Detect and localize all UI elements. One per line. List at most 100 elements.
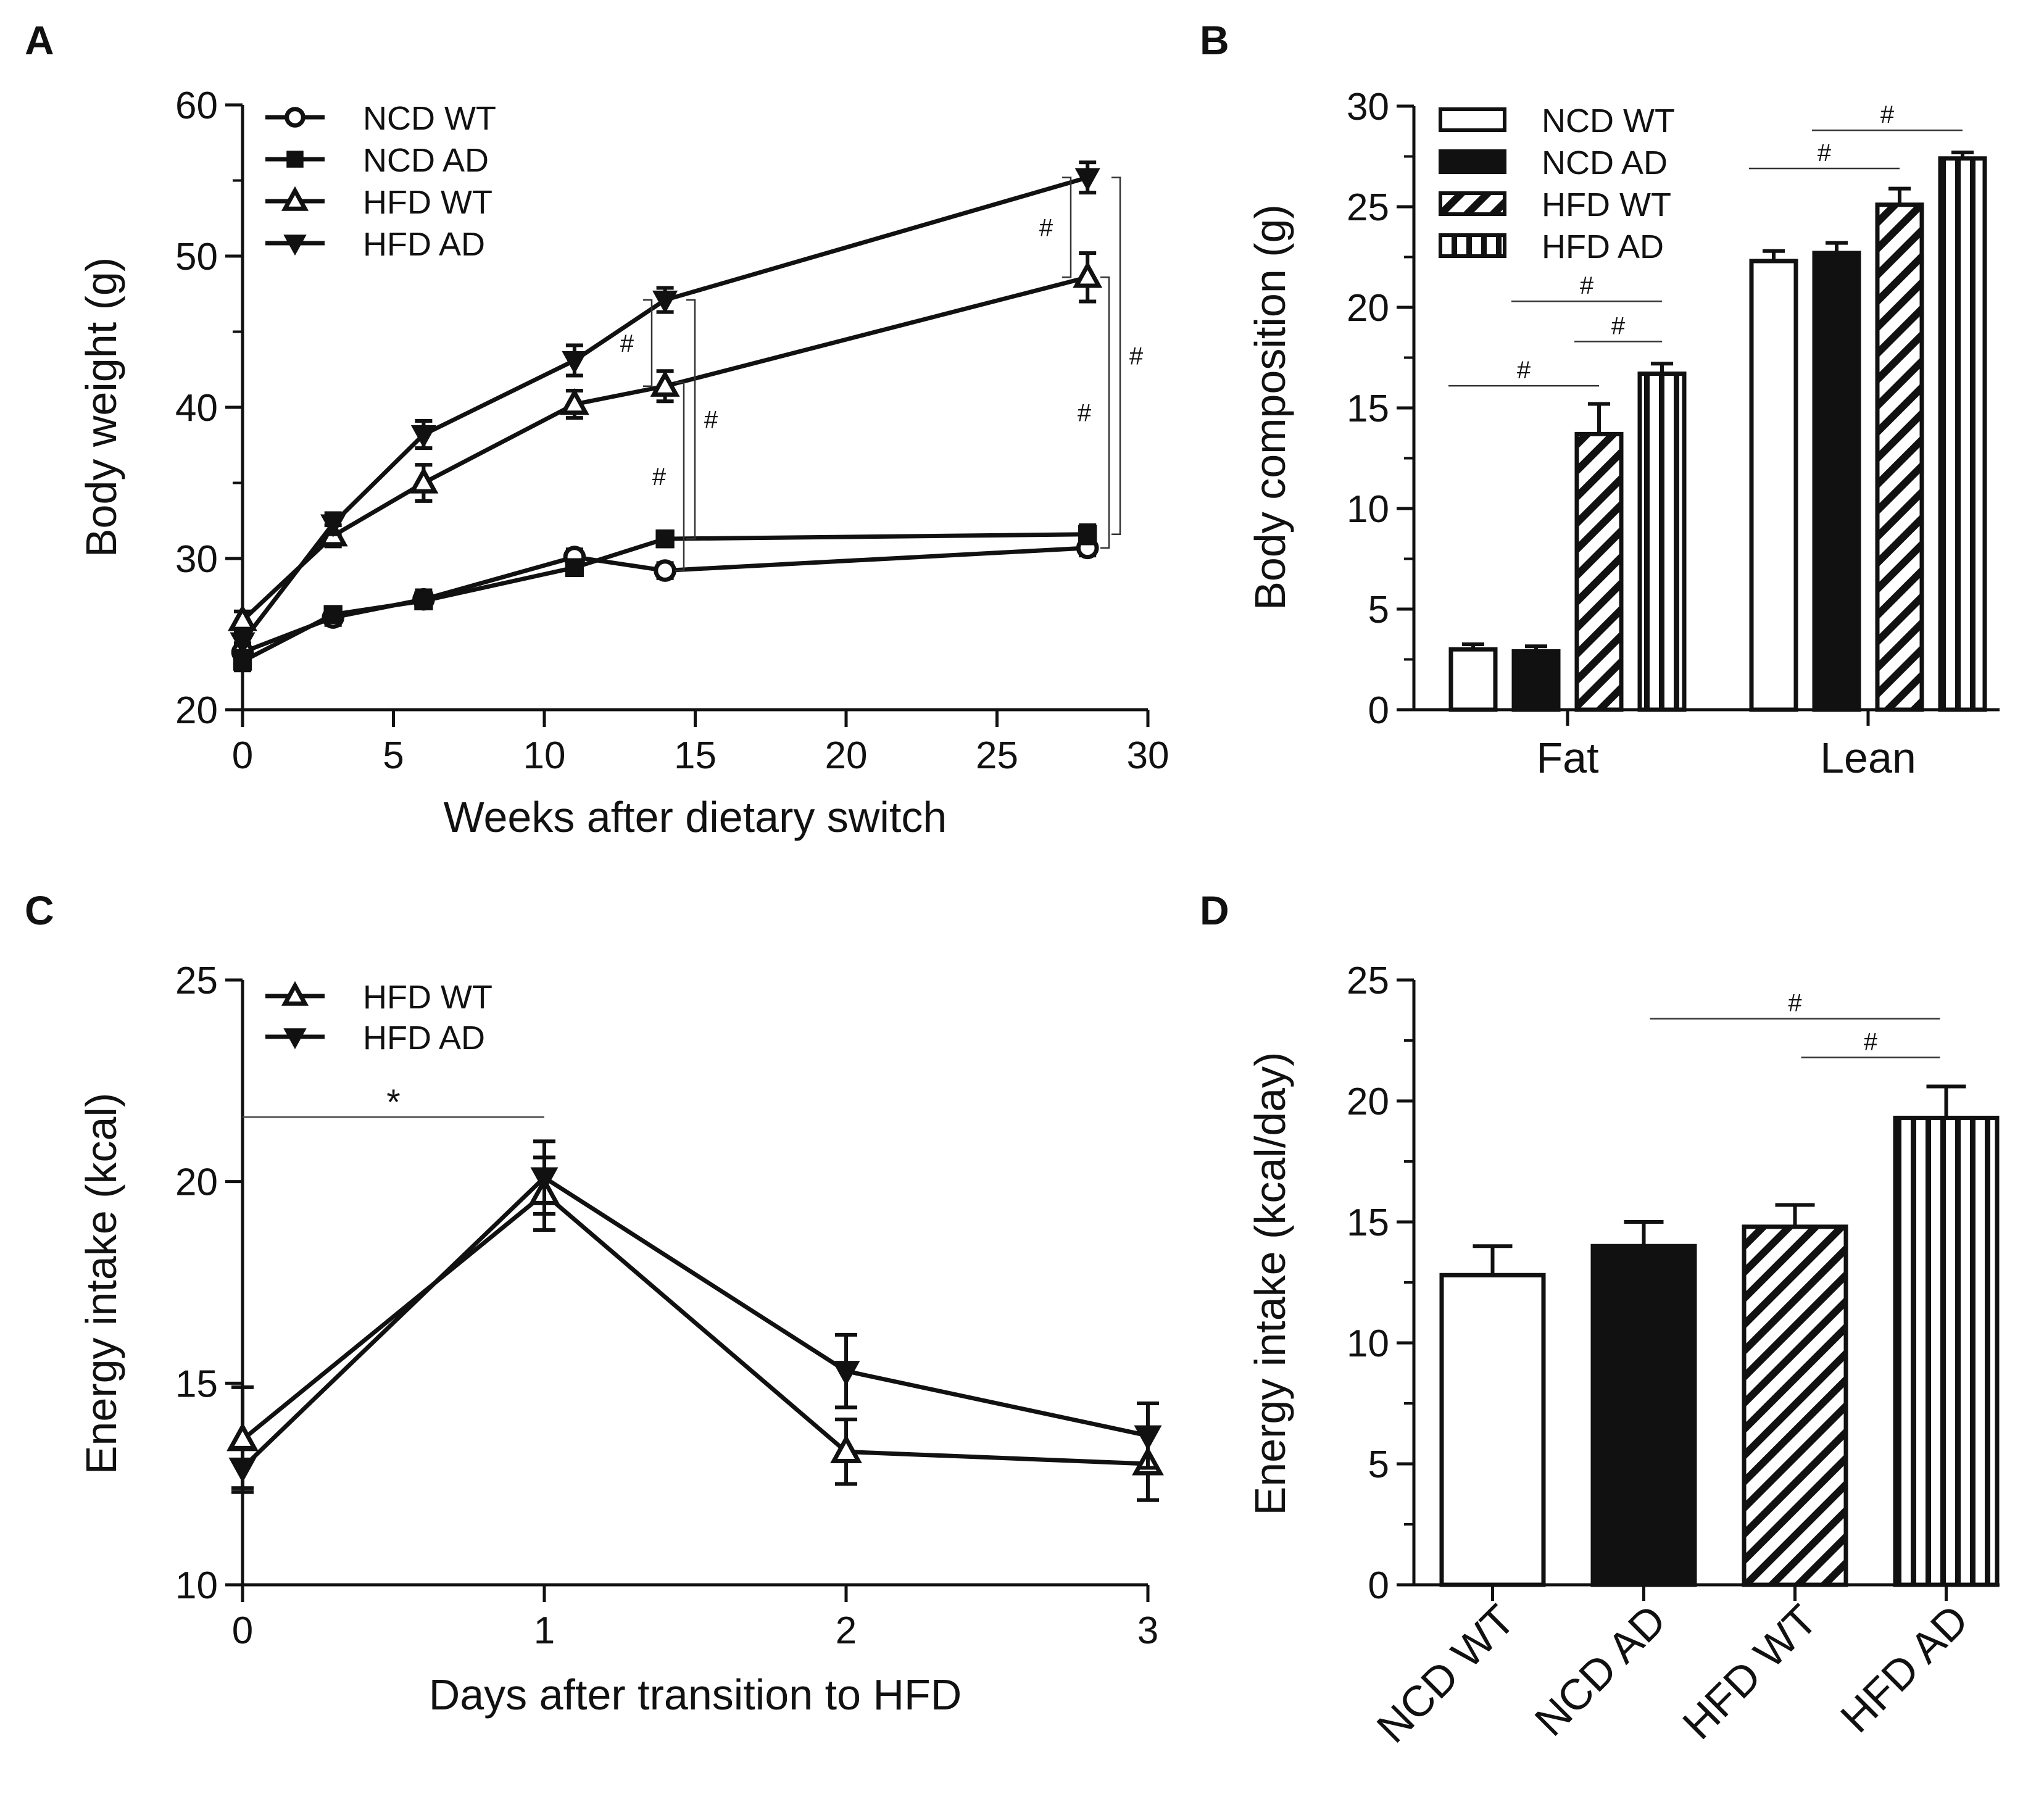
legend-swatch xyxy=(1439,191,1506,216)
x-tick-label: 0 xyxy=(232,1609,253,1652)
y-tick-label: 30 xyxy=(175,538,218,581)
significance-label: # xyxy=(652,463,667,491)
bar-fat-hfd-ad xyxy=(1637,362,1687,712)
panel-b: B 0 5 10 15 20 25 30 Body composition (g) Fat Lea… xyxy=(1200,17,2000,782)
significance-label: # xyxy=(704,407,718,434)
legend-marker xyxy=(281,981,309,1006)
bar xyxy=(1875,202,1924,712)
significance-label: # xyxy=(1788,990,1802,1017)
series-ncd-ad xyxy=(233,523,1097,673)
y-tick-label: 25 xyxy=(1347,960,1389,1002)
y-tick-label: 15 xyxy=(1347,1202,1389,1244)
series-hfd-ad xyxy=(230,160,1100,655)
series-line xyxy=(241,175,1089,643)
bar-fat-ncd-wt xyxy=(1448,642,1498,712)
bar-lean-hfd-ad xyxy=(1938,150,1987,712)
significance-bracket xyxy=(686,299,696,540)
data-point xyxy=(320,514,346,538)
series-hfd-wt xyxy=(226,1155,1164,1502)
x-tick-label: 30 xyxy=(1127,734,1169,777)
bar-fat-ncd-ad xyxy=(1511,644,1561,712)
series-hfd-wt xyxy=(228,251,1103,632)
panel-c-plot: 10 15 20 25 0 1 2 3 Days after transition to HFD… xyxy=(77,960,1164,1719)
panel-c: C 10 15 20 25 0 1 2 3 Days after transition to H… xyxy=(25,887,1164,1719)
legend-label: HFD AD xyxy=(363,226,485,263)
x-tick-label: 3 xyxy=(1137,1609,1158,1652)
y-tick-label: 25 xyxy=(1347,186,1389,229)
x-category-label: HFD WT xyxy=(1674,1595,1827,1748)
y-tick-label: 50 xyxy=(175,236,218,278)
legend-label: HFD AD xyxy=(363,1020,485,1057)
x-tick-label: 5 xyxy=(383,734,404,777)
panel-b-plot: 0 5 10 15 20 25 30 Body composition (g) Fat Lean N… xyxy=(1246,86,2000,782)
significance-label: * xyxy=(386,1082,401,1123)
series-line xyxy=(241,1191,1149,1466)
x-category-label: HFD AD xyxy=(1831,1595,1977,1742)
bar-fat-hfd-wt xyxy=(1574,402,1624,712)
bar xyxy=(1742,1224,1848,1587)
significance-label: # xyxy=(1611,312,1626,339)
legend-marker xyxy=(285,107,305,128)
data-point xyxy=(228,1457,257,1483)
y-tick-label: 0 xyxy=(1368,689,1389,732)
panel-d-plot: 0 5 10 15 20 25 Energy intake (kcal/day) NCD WT… xyxy=(1246,960,2000,1752)
bar-hfd-wt xyxy=(1742,1203,1848,1587)
data-point xyxy=(233,652,252,671)
legend-marker xyxy=(281,186,309,211)
x-tick-label: 25 xyxy=(976,734,1018,777)
bar xyxy=(1893,1115,2000,1587)
data-point xyxy=(409,467,439,494)
x-tick-label: 10 xyxy=(523,734,566,777)
significance-bracket xyxy=(1100,276,1110,549)
y-tick-label: 10 xyxy=(175,1564,218,1607)
bar-lean-ncd-ad xyxy=(1812,241,1861,712)
data-point xyxy=(1074,168,1100,191)
panel-a: A 20 30 40 50 60 0 5 10 15 20 25 30 Weeks after diet… xyxy=(25,17,1169,841)
y-tick-label: 60 xyxy=(175,85,218,127)
bar xyxy=(1637,372,1687,712)
legend-label: HFD WT xyxy=(1542,186,1671,223)
x-category-label: NCD WT xyxy=(1368,1595,1524,1751)
significance-label: # xyxy=(620,330,634,357)
data-point xyxy=(414,591,433,610)
significance-bracket xyxy=(675,381,685,571)
series-hfd-ad xyxy=(228,1139,1162,1490)
data-point xyxy=(1134,1425,1162,1451)
bar xyxy=(1938,156,1987,712)
data-point xyxy=(830,1434,862,1464)
series-line xyxy=(241,1175,1149,1470)
legend-swatch xyxy=(1439,233,1506,258)
x-tick-label: 2 xyxy=(836,1609,857,1652)
legend-marker xyxy=(283,235,307,256)
data-point xyxy=(323,605,343,624)
bar-ncd-wt xyxy=(1439,1244,1546,1587)
panel-letter-b: B xyxy=(1200,17,1229,63)
bar xyxy=(1749,259,1798,712)
significance-label: # xyxy=(1580,272,1594,299)
significance-label: # xyxy=(1129,343,1144,370)
panel-letter-a: A xyxy=(25,17,54,63)
significance-label: # xyxy=(1517,357,1531,384)
significance-label: # xyxy=(1818,139,1832,167)
y-axis-title: Body weight (g) xyxy=(77,257,125,557)
y-tick-label: 15 xyxy=(1347,388,1389,430)
x-tick-label: 15 xyxy=(674,734,717,777)
y-tick-label: 10 xyxy=(1347,488,1389,531)
legend-marker xyxy=(286,151,304,168)
y-tick-label: 5 xyxy=(1368,589,1389,631)
y-tick-label: 25 xyxy=(175,960,218,1002)
y-tick-label: 0 xyxy=(1368,1564,1389,1607)
data-point xyxy=(832,1361,860,1386)
legend-label: HFD WT xyxy=(363,979,492,1016)
bar xyxy=(1574,431,1624,712)
significance-label: # xyxy=(1039,214,1053,241)
bar-lean-hfd-wt xyxy=(1875,186,1924,712)
legend-swatch xyxy=(1439,107,1506,132)
bar-ncd-ad xyxy=(1590,1220,1697,1587)
y-tick-label: 30 xyxy=(1347,86,1389,128)
panel-a-plot: 20 30 40 50 60 0 5 10 15 20 25 30 Weeks after dietar… xyxy=(77,85,1169,841)
data-point xyxy=(565,558,584,577)
bar xyxy=(1448,647,1498,712)
series-line xyxy=(241,532,1088,663)
y-tick-label: 20 xyxy=(1347,287,1389,330)
